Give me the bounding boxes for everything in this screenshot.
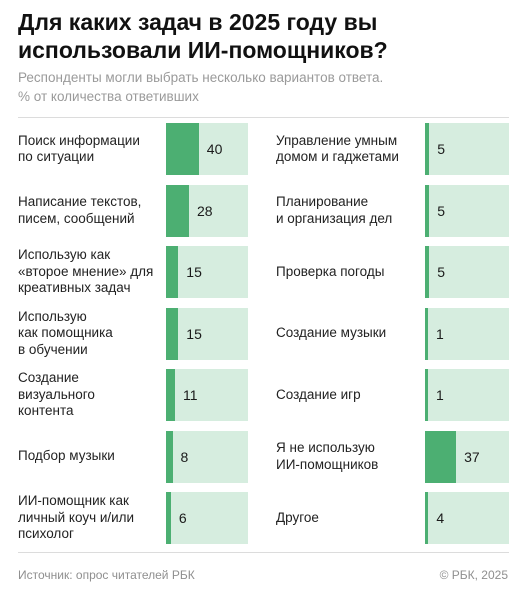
data-label: 40 xyxy=(206,141,223,157)
data-label: 5 xyxy=(437,264,445,280)
bar-track: 28 xyxy=(166,184,248,237)
bar-track: 4 xyxy=(425,492,509,544)
bar-track: 8 xyxy=(166,430,248,483)
bar xyxy=(425,123,430,175)
bar xyxy=(166,184,189,237)
category-label: Я не использую ИИ-помощников xyxy=(276,440,379,472)
data-label: 4 xyxy=(436,510,445,526)
data-label: 15 xyxy=(186,264,202,280)
bar xyxy=(166,123,199,175)
data-label: 8 xyxy=(180,448,189,465)
bar xyxy=(425,246,430,298)
data-label: 15 xyxy=(186,325,202,342)
source-note: Источник: опрос читателей РБК xyxy=(18,568,195,582)
data-label: 28 xyxy=(196,202,213,219)
category-label: Подбор музыки xyxy=(18,448,115,464)
bar-track: 11 xyxy=(166,369,248,421)
bar xyxy=(166,430,173,483)
category-label: Использую как помощника в обучении xyxy=(18,308,113,357)
bar xyxy=(425,369,428,421)
category-label: Управление умным домом и гаджетами xyxy=(276,132,399,165)
bar-track: 6 xyxy=(166,492,248,544)
bar-track: 1 xyxy=(425,369,509,421)
category-label: Создание музыки xyxy=(276,325,387,341)
category-label: Создание визуального контента xyxy=(18,370,95,419)
bottom-divider xyxy=(18,552,509,553)
data-label: 1 xyxy=(436,325,444,342)
bar-track: 40 xyxy=(166,123,248,175)
category-label: Проверка погоды xyxy=(276,263,385,279)
bar xyxy=(425,184,430,237)
data-label: 11 xyxy=(183,387,198,403)
bar xyxy=(425,430,457,483)
bar xyxy=(425,492,429,544)
data-label: 5 xyxy=(437,141,445,157)
bar xyxy=(425,307,428,360)
copyright: © РБК, 2025 xyxy=(439,568,508,582)
bar xyxy=(166,307,179,360)
bar-track: 5 xyxy=(425,123,509,175)
data-label: 5 xyxy=(437,202,445,219)
category-label: Создание игр xyxy=(276,386,361,402)
top-divider xyxy=(18,117,509,118)
subtitle-unit: % от количества ответивших xyxy=(18,89,199,104)
bar xyxy=(166,246,179,298)
bar-track: 5 xyxy=(425,184,509,237)
bar-track: 15 xyxy=(166,307,248,360)
bar xyxy=(166,492,171,544)
category-label: Планирование и организация дел xyxy=(276,194,393,226)
bar xyxy=(166,369,176,421)
bar-track: 1 xyxy=(425,307,509,360)
chart-title: Для каких задач в 2025 году вы использов… xyxy=(18,9,388,63)
data-label: 6 xyxy=(178,510,187,526)
category-label: Поиск информации по ситуации xyxy=(18,132,140,165)
chart-subtitle: Респонденты могли выбрать несколько вари… xyxy=(18,68,518,106)
category-label: Использую как «второе мнение» для креати… xyxy=(18,247,154,296)
category-label: Другое xyxy=(276,509,319,525)
subtitle-note: Респонденты могли выбрать несколько вари… xyxy=(18,70,384,85)
category-label: ИИ-помощник как личный коуч и/или психол… xyxy=(18,493,135,542)
category-label: Написание текстов, писем, сообщений xyxy=(18,194,142,226)
data-label: 1 xyxy=(436,387,444,403)
bar-track: 37 xyxy=(425,430,509,483)
bar-track: 15 xyxy=(166,246,248,298)
bar-track: 5 xyxy=(425,246,509,298)
data-label: 37 xyxy=(464,448,480,465)
